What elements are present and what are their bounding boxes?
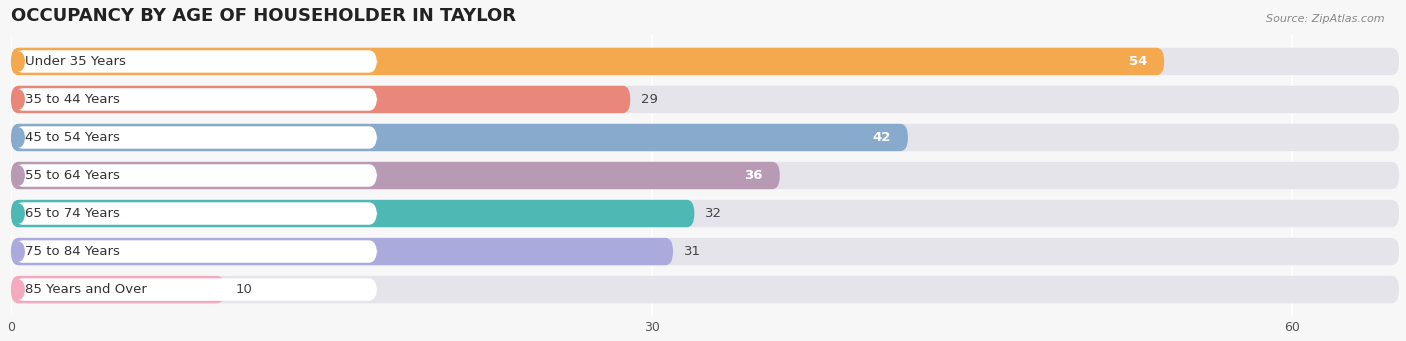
Text: 10: 10: [235, 283, 252, 296]
Circle shape: [14, 166, 24, 185]
FancyBboxPatch shape: [14, 240, 377, 263]
FancyBboxPatch shape: [11, 48, 1164, 75]
Text: 36: 36: [744, 169, 762, 182]
Circle shape: [14, 242, 24, 261]
Text: 55 to 64 Years: 55 to 64 Years: [25, 169, 120, 182]
Circle shape: [14, 90, 24, 109]
Circle shape: [14, 52, 24, 71]
Text: 54: 54: [1129, 55, 1147, 68]
FancyBboxPatch shape: [11, 200, 1399, 227]
FancyBboxPatch shape: [14, 202, 377, 225]
Text: 45 to 54 Years: 45 to 54 Years: [25, 131, 120, 144]
FancyBboxPatch shape: [14, 88, 377, 111]
Text: 29: 29: [641, 93, 658, 106]
Text: Source: ZipAtlas.com: Source: ZipAtlas.com: [1267, 14, 1385, 24]
FancyBboxPatch shape: [11, 162, 1399, 189]
FancyBboxPatch shape: [11, 238, 1399, 265]
Text: 32: 32: [704, 207, 723, 220]
FancyBboxPatch shape: [14, 50, 377, 73]
Circle shape: [14, 128, 24, 147]
Text: 35 to 44 Years: 35 to 44 Years: [25, 93, 120, 106]
FancyBboxPatch shape: [14, 278, 377, 301]
FancyBboxPatch shape: [14, 164, 377, 187]
FancyBboxPatch shape: [11, 162, 780, 189]
FancyBboxPatch shape: [11, 276, 225, 303]
FancyBboxPatch shape: [11, 124, 908, 151]
FancyBboxPatch shape: [11, 200, 695, 227]
FancyBboxPatch shape: [11, 86, 630, 113]
Text: OCCUPANCY BY AGE OF HOUSEHOLDER IN TAYLOR: OCCUPANCY BY AGE OF HOUSEHOLDER IN TAYLO…: [11, 7, 516, 25]
Text: 31: 31: [683, 245, 700, 258]
Circle shape: [14, 280, 24, 299]
FancyBboxPatch shape: [11, 276, 1399, 303]
Circle shape: [14, 204, 24, 223]
FancyBboxPatch shape: [11, 238, 673, 265]
Text: 42: 42: [872, 131, 891, 144]
Text: 75 to 84 Years: 75 to 84 Years: [25, 245, 120, 258]
Text: 85 Years and Over: 85 Years and Over: [25, 283, 146, 296]
FancyBboxPatch shape: [11, 48, 1399, 75]
Text: Under 35 Years: Under 35 Years: [25, 55, 125, 68]
FancyBboxPatch shape: [14, 126, 377, 149]
FancyBboxPatch shape: [11, 86, 1399, 113]
Text: 65 to 74 Years: 65 to 74 Years: [25, 207, 120, 220]
FancyBboxPatch shape: [11, 124, 1399, 151]
